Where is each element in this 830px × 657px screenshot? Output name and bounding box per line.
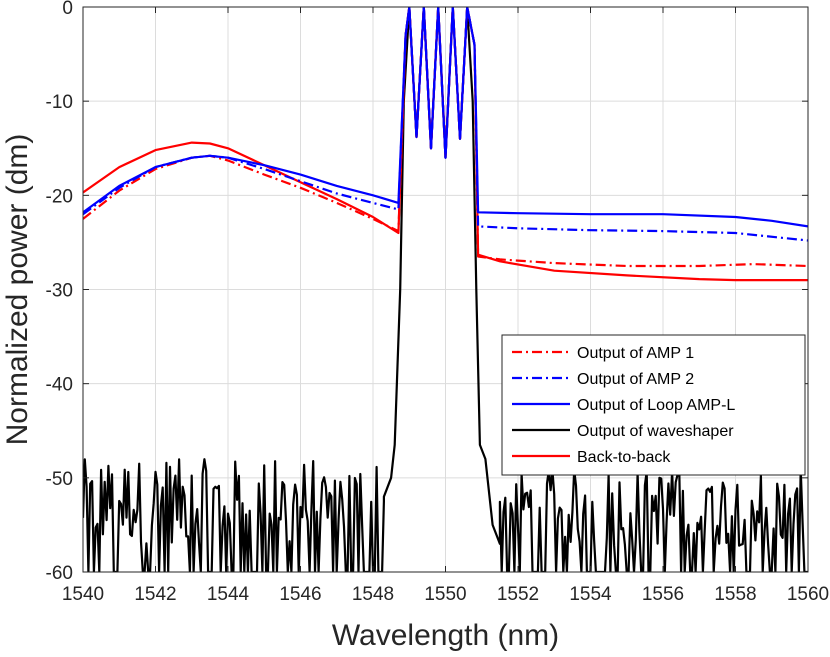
plot-area — [83, 7, 808, 572]
legend-label: Output of AMP 1 — [577, 345, 694, 362]
legend-label: Output of Loop AMP-L — [577, 397, 735, 414]
y-tick-label: 0 — [62, 0, 73, 19]
x-axis-label: Wavelength (nm) — [332, 619, 559, 652]
x-tick-label: 1544 — [207, 584, 250, 605]
x-tick-label: 1542 — [134, 584, 176, 605]
y-tick-label: -10 — [46, 92, 73, 113]
ticks: 1540 1542 1544 1546 1548 1550 1552 1554 1556 1558… — [46, 0, 830, 605]
legend: Output of AMP 1 Output of AMP 2 Output of … — [501, 334, 806, 476]
y-tick-label: -50 — [46, 469, 73, 490]
x-tick-label: 1552 — [497, 584, 539, 605]
x-tick-label: 1554 — [569, 584, 612, 605]
x-tick-label: 1546 — [279, 584, 321, 605]
y-tick-label: -40 — [46, 375, 73, 396]
legend-label: Output of waveshaper — [577, 423, 734, 440]
y-tick-label: -20 — [46, 186, 73, 207]
y-tick-label: -30 — [46, 281, 73, 302]
x-tick-label: 1540 — [62, 584, 104, 605]
x-tick-label: 1556 — [642, 584, 684, 605]
series-line — [83, 7, 808, 268]
legend-label: Output of AMP 2 — [577, 371, 694, 388]
series-line — [83, 7, 808, 228]
x-tick-label: 1560 — [787, 584, 829, 605]
x-tick-label: 1548 — [352, 584, 394, 605]
x-tick-label: 1558 — [714, 584, 756, 605]
series-line — [83, 7, 808, 282]
legend-label: Back-to-back — [577, 449, 671, 466]
x-tick-label: 1550 — [424, 584, 466, 605]
y-tick-label: -60 — [46, 563, 73, 584]
y-axis-label: Normalized power (dm) — [1, 134, 34, 446]
